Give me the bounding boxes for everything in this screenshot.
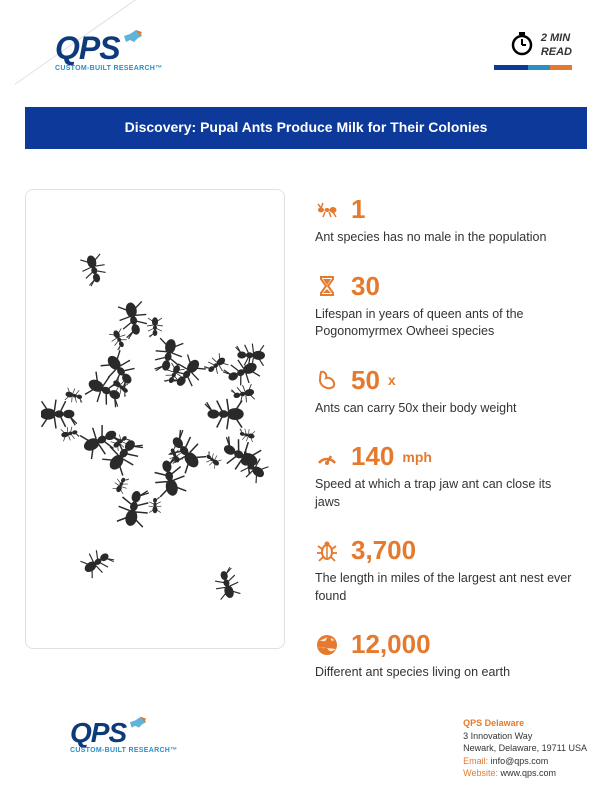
- content: 1 Ant species has no male in the populat…: [0, 149, 612, 702]
- logo-block: QPS CUSTOM-BUILT RESEARCH™: [55, 30, 162, 72]
- footer-logo-main: QPS: [70, 717, 177, 749]
- footer-website-label: Website:: [463, 768, 498, 778]
- stat-value: 140: [351, 441, 394, 472]
- footer-address2: Newark, Delaware, 19711 USA: [463, 742, 587, 755]
- read-time-block: 2 MIN READ: [494, 30, 572, 70]
- ant-icon: [315, 198, 339, 222]
- stat-value: 3,700: [351, 535, 416, 566]
- footer-hummingbird-icon: [128, 715, 148, 738]
- stat-top: 3,700: [315, 535, 587, 566]
- stat-item: 30 Lifespan in years of queen ants of th…: [315, 271, 587, 341]
- stat-value: 30: [351, 271, 380, 302]
- read-time-bar-segment: [528, 65, 550, 70]
- stat-item: 12,000 Different ant species living on e…: [315, 629, 587, 682]
- stat-desc: Different ant species living on earth: [315, 664, 587, 682]
- stat-item: 140 mph Speed at which a trap jaw ant can…: [315, 441, 587, 511]
- stat-item: 50 x Ants can carry 50x their body weight: [315, 365, 587, 418]
- footer-logo-text: QPS: [70, 717, 126, 749]
- header: QPS CUSTOM-BUILT RESEARCH™ 2 MIN: [0, 0, 612, 92]
- footer-logo-tagline: CUSTOM-BUILT RESEARCH™: [70, 747, 177, 754]
- stat-desc: Lifespan in years of queen ants of the P…: [315, 306, 587, 341]
- bug-icon: [315, 539, 339, 563]
- stat-value: 12,000: [351, 629, 431, 660]
- stopwatch-icon: [509, 30, 535, 61]
- hourglass-icon: [315, 274, 339, 298]
- stat-value: 50: [351, 365, 380, 396]
- stat-top: 50 x: [315, 365, 587, 396]
- ant-circle-image: [41, 204, 269, 634]
- footer-email: info@qps.com: [491, 756, 549, 766]
- stat-desc: Ant species has no male in the populatio…: [315, 229, 587, 247]
- stat-desc: Ants can carry 50x their body weight: [315, 400, 587, 418]
- stat-top: 30: [315, 271, 587, 302]
- muscle-icon: [315, 368, 339, 392]
- stat-top: 140 mph: [315, 441, 587, 472]
- footer: QPS CUSTOM-BUILT RESEARCH™ QPS Delaware …: [0, 717, 612, 780]
- stat-desc: Speed at which a trap jaw ant can close …: [315, 476, 587, 511]
- footer-contact: QPS Delaware 3 Innovation Way Newark, De…: [463, 717, 587, 780]
- stat-desc: The length in miles of the largest ant n…: [315, 570, 587, 605]
- ant-image-box: [25, 189, 285, 649]
- read-time-text: 2 MIN READ: [541, 32, 572, 58]
- read-time-line2: READ: [541, 46, 572, 59]
- footer-address1: 3 Innovation Way: [463, 730, 587, 743]
- footer-email-label: Email:: [463, 756, 488, 766]
- stat-top: 12,000: [315, 629, 587, 660]
- footer-email-row: Email: info@qps.com: [463, 755, 587, 768]
- stat-unit: mph: [402, 449, 432, 465]
- stat-top: 1: [315, 194, 587, 225]
- read-time-bar-segment: [550, 65, 572, 70]
- stat-item: 3,700 The length in miles of the largest…: [315, 535, 587, 605]
- logo-text: QPS: [55, 30, 120, 67]
- speed-icon: [315, 445, 339, 469]
- read-time-bar: [494, 65, 572, 70]
- footer-website-row: Website: www.qps.com: [463, 767, 587, 780]
- footer-company: QPS Delaware: [463, 717, 587, 730]
- stats-list: 1 Ant species has no male in the populat…: [315, 189, 587, 682]
- stat-value: 1: [351, 194, 365, 225]
- hummingbird-icon: [122, 28, 144, 53]
- read-time-line1: 2 MIN: [541, 32, 572, 45]
- logo-tagline: CUSTOM-BUILT RESEARCH™: [55, 65, 162, 72]
- stat-unit: x: [388, 372, 396, 388]
- stat-item: 1 Ant species has no male in the populat…: [315, 194, 587, 247]
- read-time-bar-segment: [494, 65, 528, 70]
- read-time-top: 2 MIN READ: [509, 30, 572, 61]
- logo-main: QPS: [55, 30, 162, 67]
- globe-icon: [315, 633, 339, 657]
- footer-website: www.qps.com: [500, 768, 556, 778]
- footer-logo: QPS CUSTOM-BUILT RESEARCH™: [70, 717, 177, 754]
